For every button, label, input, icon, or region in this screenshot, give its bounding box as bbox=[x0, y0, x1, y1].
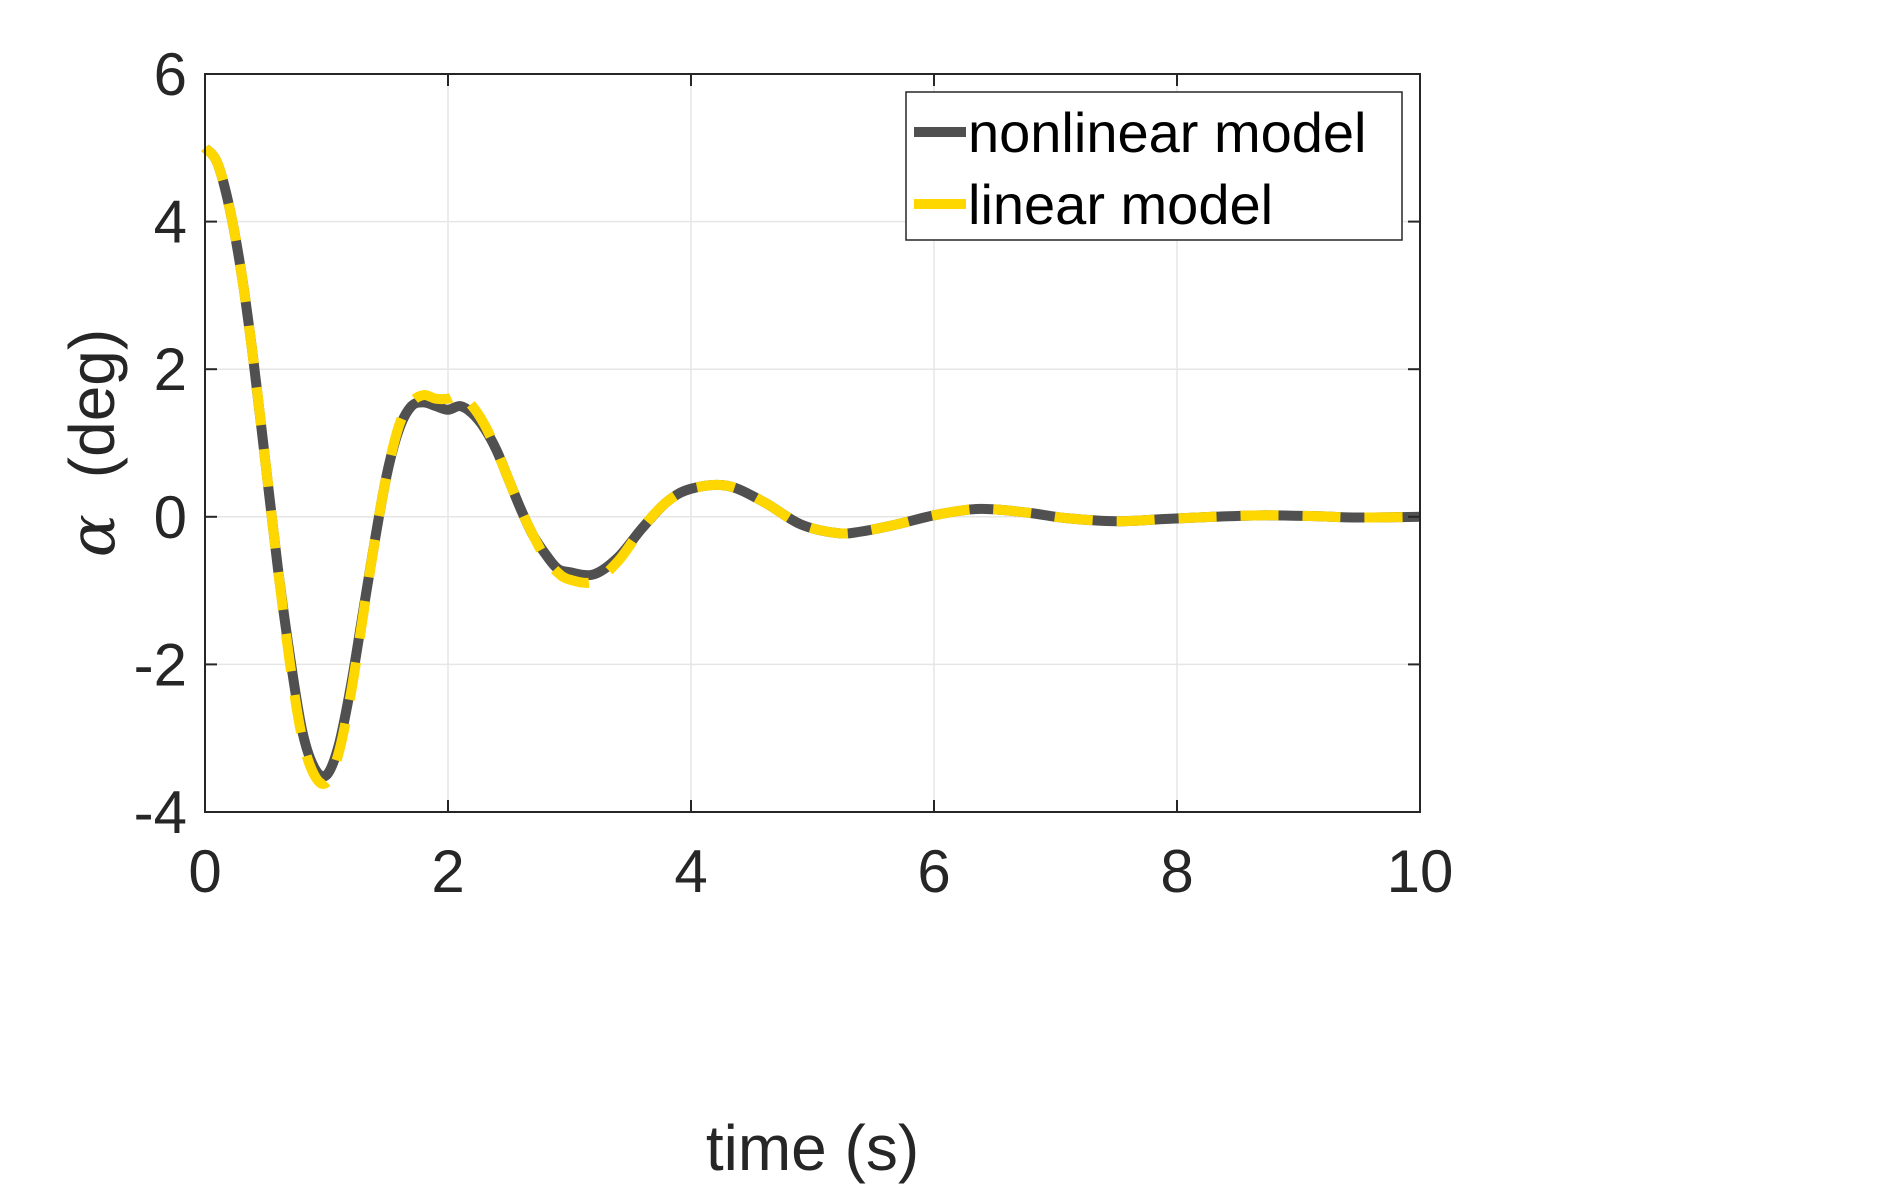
axes-frame bbox=[204, 73, 1421, 813]
svg-text:α (deg): α (deg) bbox=[56, 329, 130, 557]
y-axis-label-symbol: α bbox=[56, 514, 130, 557]
ticks bbox=[204, 73, 1421, 813]
series-layer bbox=[201, 144, 1421, 789]
x-tick-label: 6 bbox=[917, 838, 950, 905]
y-tick-label: 0 bbox=[154, 484, 187, 551]
y-tick-label: -4 bbox=[134, 779, 187, 846]
x-axis-label: time (s) bbox=[706, 1112, 919, 1184]
tick-labels: 0 2 4 6 8 10 -4 -2 0 2 4 6 bbox=[134, 41, 1454, 905]
x-tick-label: 2 bbox=[431, 838, 464, 905]
y-axis-label: α (deg) bbox=[56, 329, 130, 557]
y-tick-label: 4 bbox=[154, 189, 187, 256]
x-tick-label: 0 bbox=[188, 838, 221, 905]
x-tick-label: 10 bbox=[1387, 838, 1454, 905]
legend-label-nonlinear: nonlinear model bbox=[968, 101, 1366, 164]
legend-box bbox=[905, 91, 1403, 241]
y-axis-label-text: (deg) bbox=[56, 329, 128, 478]
y-tick-label: 6 bbox=[154, 41, 187, 108]
y-tick-label: -2 bbox=[134, 631, 187, 698]
legend[interactable]: nonlinear model linear model bbox=[905, 91, 1403, 241]
series-line-linear bbox=[201, 144, 1421, 789]
legend-label-linear: linear model bbox=[968, 173, 1273, 236]
x-tick-label: 4 bbox=[674, 838, 707, 905]
y-tick-label: 2 bbox=[154, 336, 187, 403]
x-tick-label: 8 bbox=[1160, 838, 1193, 905]
